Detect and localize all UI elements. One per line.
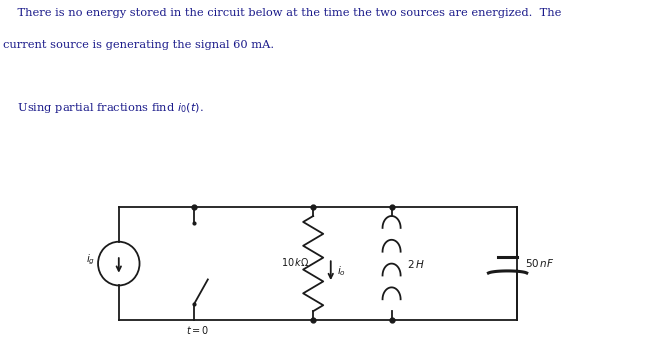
Text: current source is generating the signal 60 mA.: current source is generating the signal … bbox=[3, 40, 274, 50]
Text: $i_o$: $i_o$ bbox=[337, 264, 346, 277]
Text: $2\,H$: $2\,H$ bbox=[407, 258, 425, 270]
Text: Using partial fractions find $i_0(t)$.: Using partial fractions find $i_0(t)$. bbox=[3, 101, 203, 116]
Text: There is no energy stored in the circuit below at the time the two sources are e: There is no energy stored in the circuit… bbox=[3, 8, 561, 18]
Text: $50\,nF$: $50\,nF$ bbox=[525, 257, 554, 269]
Text: $10\,k\Omega$: $10\,k\Omega$ bbox=[281, 256, 310, 268]
Text: $t=0$: $t=0$ bbox=[185, 324, 209, 335]
Text: $i_g$: $i_g$ bbox=[86, 253, 95, 267]
